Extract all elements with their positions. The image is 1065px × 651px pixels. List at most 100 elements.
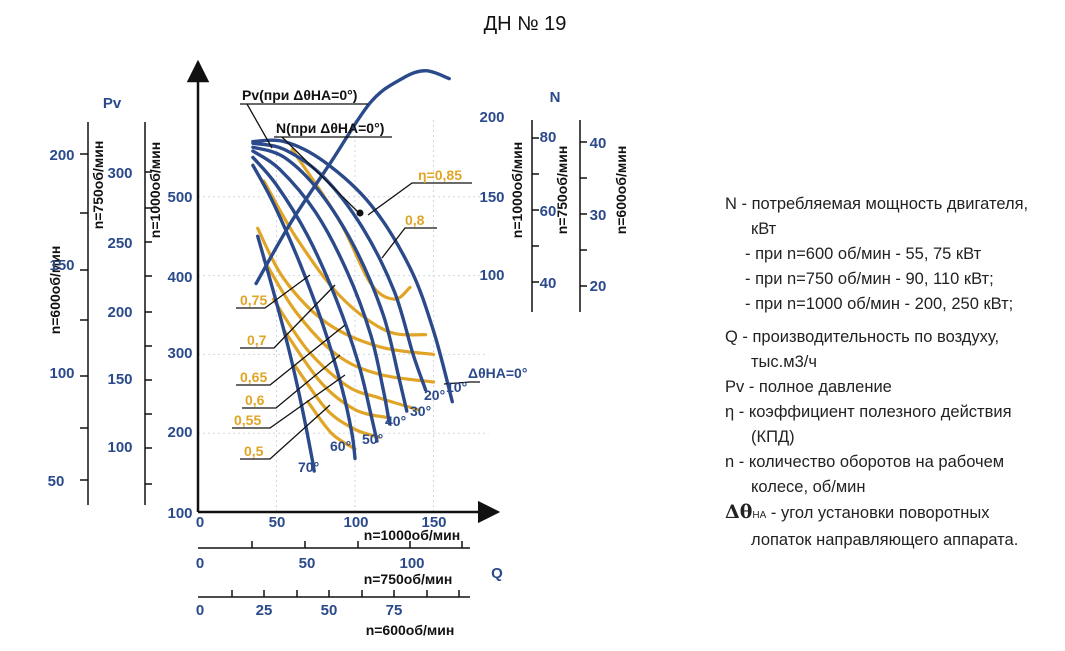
tick-label: 100 — [107, 439, 132, 456]
pressure-curve — [256, 234, 316, 473]
q-600-label: n=600об/мин — [366, 622, 455, 638]
angle-label: 60° — [330, 438, 351, 454]
delta-theta-subscript: НА — [752, 510, 767, 521]
left-scale-ticks — [80, 153, 152, 485]
pressure-curve — [251, 149, 392, 426]
q-axis-label: Q — [491, 565, 503, 582]
delta-theta-symbol: Δθ — [725, 501, 753, 523]
pressure-curve — [251, 138, 454, 404]
tick-label: 25 — [256, 602, 273, 619]
pv-axis-label: Pv — [103, 95, 122, 112]
legend-pv: Pv - полное давление — [725, 378, 892, 396]
operating-point-marker — [356, 209, 364, 217]
angle-label: 70° — [298, 459, 319, 475]
legend-eta-line2: (КПД) — [751, 428, 795, 446]
tick-label: 100 — [343, 514, 368, 531]
tick-label: 100 — [167, 505, 192, 522]
tick-label: 100 — [49, 365, 74, 382]
power-curve — [254, 68, 451, 286]
legend-n-600: - при n=600 об/мин - 55, 75 кВт — [745, 245, 982, 263]
delta-zero-label: ΔθНА=0° — [468, 365, 527, 381]
n-600-label: n=600об/мин — [613, 146, 629, 235]
n-750-label: n=750об/мин — [554, 146, 570, 235]
efficiency-curve — [293, 364, 381, 439]
legend-n-rot2: колесе, об/мин — [751, 478, 866, 496]
eta-label: 0,65 — [240, 369, 267, 385]
pressure-curve — [251, 155, 379, 443]
tick-label: 150 — [107, 371, 132, 388]
eta-label: 0,55 — [234, 412, 261, 428]
tick-label: 50 — [321, 602, 338, 619]
tick-label: 200 — [479, 109, 504, 126]
tick-label: 500 — [167, 189, 192, 206]
q-600-ticks: 0 25 50 75 — [196, 602, 403, 619]
tick-label: 50 — [269, 514, 286, 531]
eta-label: η=0,85 — [418, 167, 462, 183]
pressure-curves — [251, 138, 454, 473]
tick-label: 200 — [107, 304, 132, 321]
tick-label: 200 — [167, 424, 192, 441]
pv-750-label: n=750об/мин — [90, 141, 106, 230]
tick-label: 40 — [540, 275, 557, 292]
angle-label: 30° — [410, 403, 431, 419]
chart-title: ДН № 19 — [484, 13, 567, 35]
eta-label: 0,8 — [405, 212, 425, 228]
legend-n-1000: - при n=1000 об/мин - 200, 250 кВт; — [745, 295, 1014, 313]
q-750-label: n=750об/мин — [364, 571, 453, 587]
efficiency-curve — [271, 297, 420, 412]
pv-curve-label: Pv(при ΔθНА=0°) — [242, 87, 357, 103]
tick-label: 150 — [421, 514, 446, 531]
legend-delta-line2: лопаток направляющего аппарата. — [751, 531, 1019, 549]
pv-600-label: n=600об/мин — [47, 246, 63, 335]
angle-label: 40° — [385, 413, 406, 429]
delta-theta-text: - угол установки поворотных — [766, 504, 990, 522]
angle-label: 50° — [362, 431, 383, 447]
tick-label: 300 — [167, 345, 192, 362]
tick-label: 50 — [299, 555, 316, 572]
tick-label: 200 — [49, 147, 74, 164]
legend-delta-line1: ΔθНА - угол установки поворотных — [725, 500, 1060, 528]
efficiency-curves — [256, 147, 436, 451]
pressure-curve — [251, 163, 357, 461]
tick-label: 75 — [386, 602, 403, 619]
tick-label: 400 — [167, 269, 192, 286]
tick-label: 40 — [590, 135, 607, 152]
tick-label: 300 — [107, 165, 132, 182]
q-1000-ticks: 0 50 100 150 — [196, 514, 447, 531]
tick-label: 100 — [399, 555, 424, 572]
pressure-curve — [251, 145, 409, 413]
tick-label: 80 — [540, 129, 557, 146]
pv-600-ticks: 200 150 100 50 — [48, 147, 75, 490]
leader-lines — [232, 103, 480, 460]
n-1000-label: n=1000об/мин — [509, 142, 525, 238]
angle-label: 20° — [424, 387, 445, 403]
n-curve-label: N(при ΔθНА=0°) — [276, 120, 384, 136]
angle-label: 10° — [446, 379, 467, 395]
pv-750-ticks: 300 250 200 150 100 — [107, 165, 132, 456]
legend-n-line2: кВт — [751, 220, 777, 238]
n-1000-ticks: 200 150 100 — [479, 109, 504, 284]
tick-label: 30 — [590, 207, 607, 224]
tick-label: 0 — [196, 555, 204, 572]
q-750-ticks: 0 50 100 — [196, 555, 425, 572]
legend-n-750: - при n=750 об/мин - 90, 110 кВт; — [745, 270, 994, 288]
tick-label: 150 — [49, 257, 74, 274]
tick-label: 0 — [196, 514, 204, 531]
tick-label: 250 — [107, 235, 132, 252]
eta-label: 0,7 — [247, 332, 267, 348]
legend-q-line2: тыс.м3/ч — [751, 353, 817, 371]
eta-label: 0,75 — [240, 292, 267, 308]
pv-1000-label: n=1000об/мин — [147, 142, 163, 238]
n-600-ticks: 40 30 20 — [590, 135, 607, 295]
tick-label: 50 — [48, 473, 65, 490]
tick-label: 0 — [196, 602, 204, 619]
n-750-ticks: 80 60 40 — [540, 129, 557, 292]
tick-label: 150 — [479, 189, 504, 206]
power-curve-line — [254, 68, 451, 286]
legend-eta-line1: η - коэффициент полезного действия — [725, 403, 1012, 421]
tick-label: 60 — [540, 203, 557, 220]
legend-n-rot1: n - количество оборотов на рабочем — [725, 453, 1005, 471]
right-scale-ticks — [532, 137, 587, 287]
eta-label: 0,5 — [244, 443, 264, 459]
